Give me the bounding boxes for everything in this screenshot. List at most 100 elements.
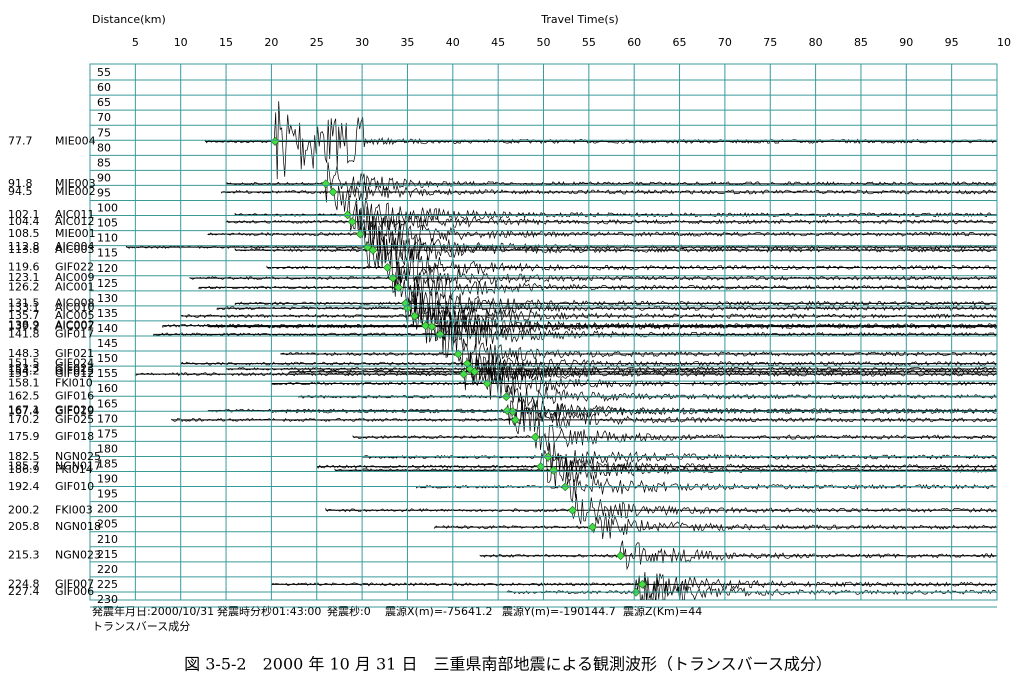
y-tick-label: 155 [97, 367, 118, 380]
x-axis-title: Travel Time(s) [540, 13, 618, 26]
y-tick-label: 55 [97, 66, 111, 79]
station-name: GIF025 [55, 413, 94, 426]
station-name: AIC009 [55, 271, 94, 284]
waveform [234, 224, 996, 268]
station-distance: 158.1 [8, 376, 40, 389]
x-tick-label: 55 [582, 36, 596, 49]
x-tick-label: 10 [997, 36, 1011, 49]
pick-marker [321, 179, 331, 189]
station-distance: 94.5 [8, 185, 33, 198]
pick-marker [347, 217, 357, 227]
station-distance: 205.8 [8, 520, 40, 533]
waveform [125, 221, 997, 268]
station-distance: 112.8 [8, 240, 40, 253]
waveform [207, 207, 997, 253]
station-distance: 155 [8, 367, 29, 380]
info-sec: 発震秒:0 [327, 604, 371, 618]
x-tick-label: 5 [132, 36, 139, 49]
x-tick-label: 15 [219, 36, 233, 49]
station-name: FKI003 [55, 503, 93, 516]
waveform [334, 454, 997, 488]
y-tick-label: 190 [97, 473, 118, 486]
pick-marker [510, 415, 520, 425]
y-tick-label: 135 [97, 307, 118, 320]
x-tick-label: 35 [400, 36, 414, 49]
x-tick-label: 10 [174, 36, 188, 49]
station-distance: 138.9 [8, 319, 40, 332]
y-axis-title: Distance(km) [92, 13, 166, 26]
station-name: AIC004 [55, 240, 94, 253]
station-distance: 131.5 [8, 296, 40, 309]
y-tick-label: 100 [97, 202, 118, 215]
station-name: GIF017 [55, 327, 94, 340]
waveform [271, 571, 997, 600]
station-name: FKI014 [55, 463, 93, 476]
y-tick-label: 185 [97, 457, 118, 470]
y-tick-label: 60 [97, 81, 111, 94]
pick-marker [502, 406, 512, 416]
station-distance: 175.9 [8, 430, 40, 443]
x-tick-label: 90 [899, 36, 913, 49]
pick-marker [470, 367, 479, 377]
y-tick-label: 165 [97, 397, 118, 410]
station-distance: 141.8 [8, 327, 40, 340]
station-distance: 133.1 [8, 301, 40, 314]
y-tick-label: 105 [97, 217, 118, 230]
y-tick-label: 75 [97, 126, 111, 139]
y-tick-label: 210 [97, 533, 118, 546]
station-name: GIF022 [55, 261, 94, 274]
x-tick-label: 95 [945, 36, 959, 49]
waveform [225, 351, 996, 383]
y-tick-label: 175 [97, 427, 118, 440]
x-tick-label: 65 [673, 36, 687, 49]
station-distance: 167.4 [8, 404, 40, 417]
x-tick-label: 25 [310, 36, 324, 49]
info-x: 震源X(m)=-75641.2 [385, 604, 493, 618]
station-name: GIF024 [55, 357, 94, 370]
y-tick-label: 115 [97, 247, 118, 260]
station-name: AIC007 [55, 320, 94, 333]
station-name: NGN018 [55, 520, 101, 533]
x-tick-label: 60 [627, 36, 641, 49]
info-time: 発震時分秒01:43:00 [217, 604, 321, 618]
waveform [216, 293, 997, 330]
waveform [198, 272, 997, 310]
x-tick-label: 70 [718, 36, 732, 49]
pick-marker [530, 432, 540, 442]
station-distance: 185.7 [8, 460, 40, 473]
station-distance: 167.1 [8, 404, 40, 417]
station-name: MIE003 [55, 177, 96, 190]
y-tick-label: 205 [97, 518, 118, 531]
pick-marker [453, 349, 463, 359]
station-name: GIF007 [55, 577, 94, 590]
station-name: AIC011 [55, 208, 94, 221]
waveform [134, 357, 997, 391]
waveform [204, 101, 996, 180]
waveform [316, 450, 997, 483]
station-name: MIE002 [55, 185, 96, 198]
component: トランスバース成分 [92, 620, 190, 633]
info-date: 発震年月日:2000/10/31 [92, 604, 214, 618]
x-tick-label: 75 [763, 36, 777, 49]
station-name: AIC008 [55, 296, 94, 309]
station-name: MIE001 [55, 227, 96, 240]
y-tick-label: 215 [97, 548, 118, 561]
y-tick-label: 130 [97, 292, 118, 305]
waveform [225, 162, 996, 203]
station-distance: 153.3 [8, 362, 40, 375]
station-name: AIC001 [55, 280, 94, 293]
station-name: AIC002 [55, 319, 94, 332]
station-name: GIF006 [55, 585, 94, 598]
station-distance: 104.4 [8, 215, 40, 228]
pick-marker [328, 187, 338, 197]
pick-marker [459, 369, 469, 379]
waveform [189, 256, 997, 298]
x-tick-label: 45 [491, 36, 505, 49]
station-name: GIF010 [55, 480, 94, 493]
y-tick-label: 200 [97, 503, 118, 516]
station-distance: 186.9 [8, 463, 40, 476]
waveform [171, 405, 997, 435]
station-name: AIC005 [55, 309, 94, 322]
y-tick-label: 85 [97, 156, 111, 169]
